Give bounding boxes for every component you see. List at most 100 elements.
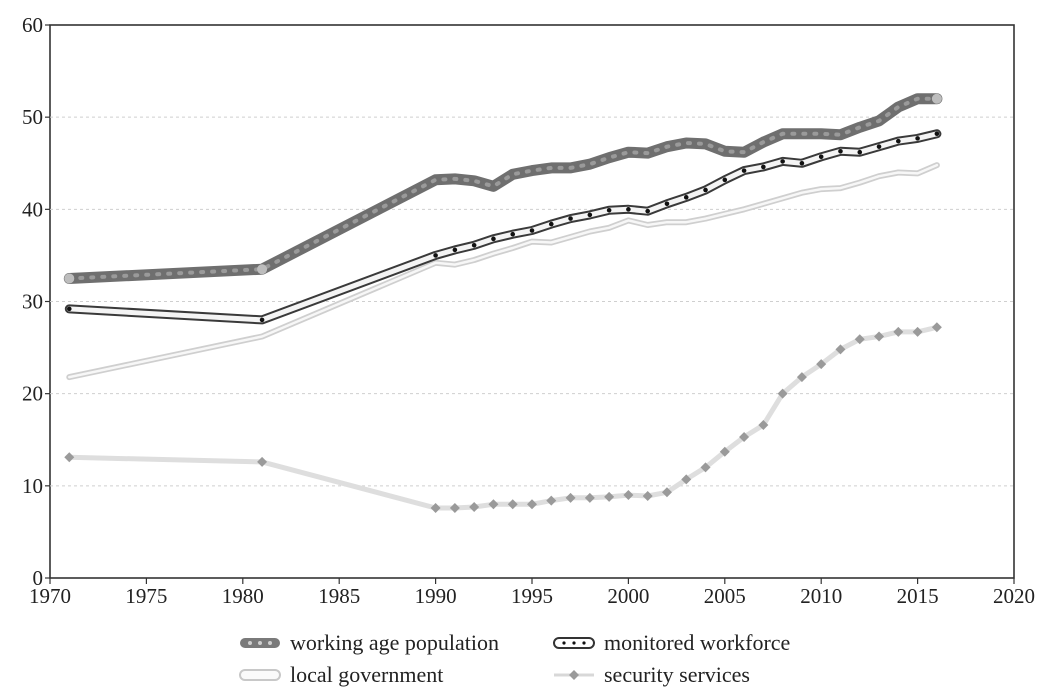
legend-label: monitored workforce: [604, 630, 791, 655]
point-security-services-1993: [488, 499, 499, 510]
x-tick-label-2000: 2000: [607, 584, 649, 608]
x-tick-label-1985: 1985: [318, 584, 360, 608]
point-monitored-workforce-1971: [66, 306, 72, 312]
point-monitored-workforce-2007: [761, 164, 766, 170]
point-working-age-population-1971: [64, 273, 75, 284]
point-security-services-1996: [546, 495, 557, 506]
point-monitored-workforce-2005: [722, 177, 728, 183]
y-tick-label-0: 0: [33, 566, 44, 590]
point-security-services-2016: [931, 322, 942, 333]
x-axis-ticks: 1970 1975 1980 1985 1990 1995 2000 2005 2010 2015…: [29, 578, 1035, 608]
point-security-services-1990: [430, 502, 441, 513]
series-layer: [63, 93, 943, 513]
x-tick-label-2020: 2020: [993, 584, 1035, 608]
point-monitored-workforce-1999: [606, 207, 612, 213]
point-security-services-2003: [681, 474, 692, 485]
x-tick-label-2010: 2010: [800, 584, 842, 608]
legend-swatch-local-government: [239, 669, 281, 681]
legend-item-monitored-workforce: monitored workforce: [552, 630, 790, 656]
point-monitored-workforce-1991: [452, 247, 458, 253]
legend-item-security-services: security services: [552, 662, 750, 688]
x-tick-label-1990: 1990: [415, 584, 457, 608]
y-tick-label-40: 40: [22, 197, 43, 221]
point-monitored-workforce-1995: [529, 228, 535, 233]
x-tick-label-1980: 1980: [222, 584, 264, 608]
point-security-services-2010: [816, 359, 827, 370]
y-tick-label-60: 60: [22, 13, 43, 37]
point-monitored-workforce-2001: [645, 208, 650, 214]
y-tick-label-10: 10: [22, 474, 43, 498]
point-monitored-workforce-2008: [780, 159, 785, 164]
point-security-services-2004: [700, 462, 711, 473]
point-monitored-workforce-1993: [491, 236, 496, 242]
legend-label: working age population: [290, 630, 499, 655]
gridlines: [50, 116, 1014, 487]
y-tick-label-20: 20: [22, 382, 43, 406]
point-security-services-1999: [604, 491, 615, 502]
y-tick-label-30: 30: [22, 290, 43, 314]
point-security-services-2015: [912, 326, 923, 337]
point-monitored-workforce-2015: [915, 136, 920, 141]
legend-label: local government: [290, 662, 444, 687]
point-security-services-2014: [893, 326, 904, 337]
x-tick-label-1995: 1995: [511, 584, 553, 608]
point-security-services-1998: [584, 492, 595, 503]
point-security-services-2009: [796, 372, 807, 383]
x-tick-label-1970: 1970: [29, 584, 71, 608]
x-tick-label-1975: 1975: [125, 584, 167, 608]
series-line-security-services: [66, 324, 940, 511]
point-security-services-1995: [527, 499, 537, 510]
point-security-services-2001: [642, 490, 653, 501]
series-line-working-age-population-texture: [67, 96, 939, 281]
point-security-services-1992: [469, 502, 480, 513]
point-monitored-workforce-1994: [510, 231, 516, 237]
line-chart: 1970 1975 1980 1985 1990 1995 2000 2005 2010 2015…: [22, 13, 1035, 608]
point-security-services-1971: [64, 452, 75, 463]
point-monitored-workforce-2006: [741, 168, 747, 173]
point-monitored-workforce-2013: [876, 144, 882, 149]
legend-item-local-government: local government: [238, 662, 443, 688]
point-security-services-1981: [257, 456, 268, 467]
series-line-monitored-workforce: [66, 131, 940, 323]
point-working-age-population-1981: [257, 264, 268, 275]
point-monitored-workforce-2011: [838, 148, 843, 154]
point-security-services-1994: [507, 499, 518, 510]
point-monitored-workforce-2000: [626, 207, 631, 212]
point-security-services-1991: [449, 502, 460, 513]
x-tick-label-2005: 2005: [704, 584, 746, 608]
point-monitored-workforce-2010: [818, 154, 824, 160]
point-monitored-workforce-1981: [259, 317, 265, 323]
legend-item-working-age-population: working age population: [238, 630, 499, 656]
legend-label: security services: [604, 662, 750, 687]
point-security-services-2007: [758, 420, 769, 431]
point-monitored-workforce-2016: [934, 131, 940, 137]
point-monitored-workforce-2004: [703, 187, 708, 193]
point-working-age-population-2016: [931, 93, 942, 104]
point-monitored-workforce-1996: [548, 221, 554, 227]
point-security-services-2008: [777, 388, 788, 399]
legend-swatch-monitored-workforce: [553, 637, 595, 649]
point-security-services-2012: [854, 334, 865, 345]
point-monitored-workforce-2003: [683, 195, 689, 200]
point-monitored-workforce-2002: [664, 201, 670, 207]
point-security-services-2011: [835, 344, 846, 355]
legend: working age population monitored workfor…: [0, 628, 1046, 690]
y-axis-ticks: 0 10 20 30 40 50 60: [22, 13, 50, 590]
point-security-services-2005: [719, 446, 730, 457]
point-monitored-workforce-2012: [857, 149, 863, 155]
point-security-services-1997: [565, 492, 576, 503]
point-security-services-2002: [661, 487, 672, 498]
legend-swatch-security-services: [554, 670, 594, 680]
point-monitored-workforce-2009: [799, 160, 805, 166]
point-monitored-workforce-1997: [568, 216, 573, 221]
series-line-local-government: [68, 163, 939, 379]
y-tick-label-50: 50: [22, 105, 43, 129]
point-monitored-workforce-1990: [433, 253, 438, 258]
point-monitored-workforce-1992: [471, 242, 477, 248]
point-security-services-2000: [623, 490, 634, 501]
point-security-services-2013: [874, 331, 885, 342]
x-tick-label-2015: 2015: [897, 584, 939, 608]
point-monitored-workforce-2014: [896, 138, 901, 144]
legend-swatch-working-age-population: [240, 638, 280, 648]
point-monitored-workforce-1998: [587, 212, 593, 218]
